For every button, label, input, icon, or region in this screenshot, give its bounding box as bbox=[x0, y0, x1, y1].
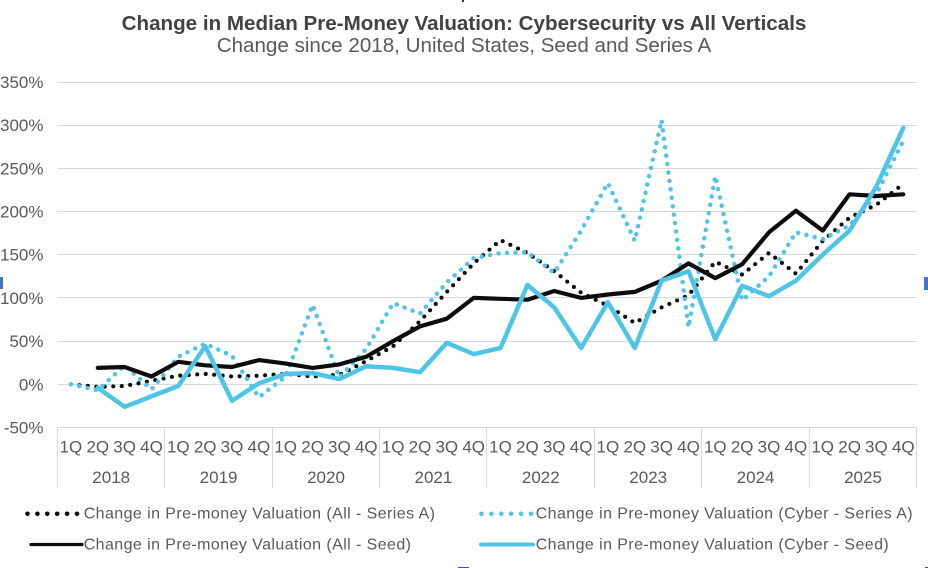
svg-text:4Q: 4Q bbox=[462, 438, 485, 457]
svg-text:100%: 100% bbox=[0, 289, 43, 308]
svg-text:2Q: 2Q bbox=[86, 438, 109, 457]
svg-text:Change in Pre-money Valuation: Change in Pre-money Valuation (Cyber - S… bbox=[536, 505, 913, 522]
svg-text:200%: 200% bbox=[0, 203, 43, 222]
svg-text:Change in Pre-money Valuation: Change in Pre-money Valuation (All - See… bbox=[84, 536, 412, 553]
svg-text:2Q: 2Q bbox=[623, 438, 646, 457]
svg-text:1Q: 1Q bbox=[167, 438, 190, 457]
svg-text:2Q: 2Q bbox=[838, 438, 861, 457]
svg-text:1Q: 1Q bbox=[382, 438, 405, 457]
svg-text:0%: 0% bbox=[19, 375, 44, 394]
svg-text:2023: 2023 bbox=[629, 468, 667, 487]
svg-text:2Q: 2Q bbox=[409, 438, 432, 457]
svg-text:2019: 2019 bbox=[200, 468, 238, 487]
svg-text:3Q: 3Q bbox=[758, 438, 781, 457]
svg-text:2Q: 2Q bbox=[731, 438, 754, 457]
svg-text:4Q: 4Q bbox=[785, 438, 808, 457]
svg-text:2020: 2020 bbox=[307, 468, 345, 487]
svg-text:Change in Pre-money Valuation: Change in Pre-money Valuation (Cyber - S… bbox=[536, 536, 889, 553]
svg-text:3Q: 3Q bbox=[221, 438, 244, 457]
svg-text:3Q: 3Q bbox=[865, 438, 888, 457]
svg-text:4Q: 4Q bbox=[892, 438, 915, 457]
svg-text:3Q: 3Q bbox=[435, 438, 458, 457]
svg-text:-50%: -50% bbox=[4, 419, 44, 438]
svg-text:4Q: 4Q bbox=[248, 438, 271, 457]
svg-text:2Q: 2Q bbox=[301, 438, 324, 457]
svg-text:2Q: 2Q bbox=[194, 438, 217, 457]
svg-text:150%: 150% bbox=[0, 246, 43, 265]
svg-text:3Q: 3Q bbox=[543, 438, 566, 457]
svg-text:1Q: 1Q bbox=[811, 438, 834, 457]
svg-text:2Q: 2Q bbox=[516, 438, 539, 457]
svg-text:3Q: 3Q bbox=[650, 438, 673, 457]
svg-text:2021: 2021 bbox=[414, 468, 452, 487]
svg-text:300%: 300% bbox=[0, 116, 43, 135]
svg-text:3Q: 3Q bbox=[328, 438, 351, 457]
svg-text:4Q: 4Q bbox=[355, 438, 378, 457]
svg-text:1Q: 1Q bbox=[489, 438, 512, 457]
svg-text:4Q: 4Q bbox=[570, 438, 593, 457]
svg-text:1Q: 1Q bbox=[704, 438, 727, 457]
svg-text:50%: 50% bbox=[9, 332, 43, 351]
svg-text:1Q: 1Q bbox=[60, 438, 83, 457]
svg-text:1Q: 1Q bbox=[274, 438, 297, 457]
svg-text:3Q: 3Q bbox=[113, 438, 136, 457]
svg-text:350%: 350% bbox=[0, 73, 43, 92]
svg-text:1Q: 1Q bbox=[597, 438, 620, 457]
svg-text:2025: 2025 bbox=[844, 468, 882, 487]
svg-text:4Q: 4Q bbox=[677, 438, 700, 457]
svg-text:2022: 2022 bbox=[522, 468, 560, 487]
svg-text:250%: 250% bbox=[0, 159, 43, 178]
svg-text:4Q: 4Q bbox=[140, 438, 163, 457]
svg-text:Change in Pre-money Valuation: Change in Pre-money Valuation (All - Ser… bbox=[84, 505, 436, 522]
svg-text:2024: 2024 bbox=[737, 468, 775, 487]
svg-text:2018: 2018 bbox=[92, 468, 130, 487]
